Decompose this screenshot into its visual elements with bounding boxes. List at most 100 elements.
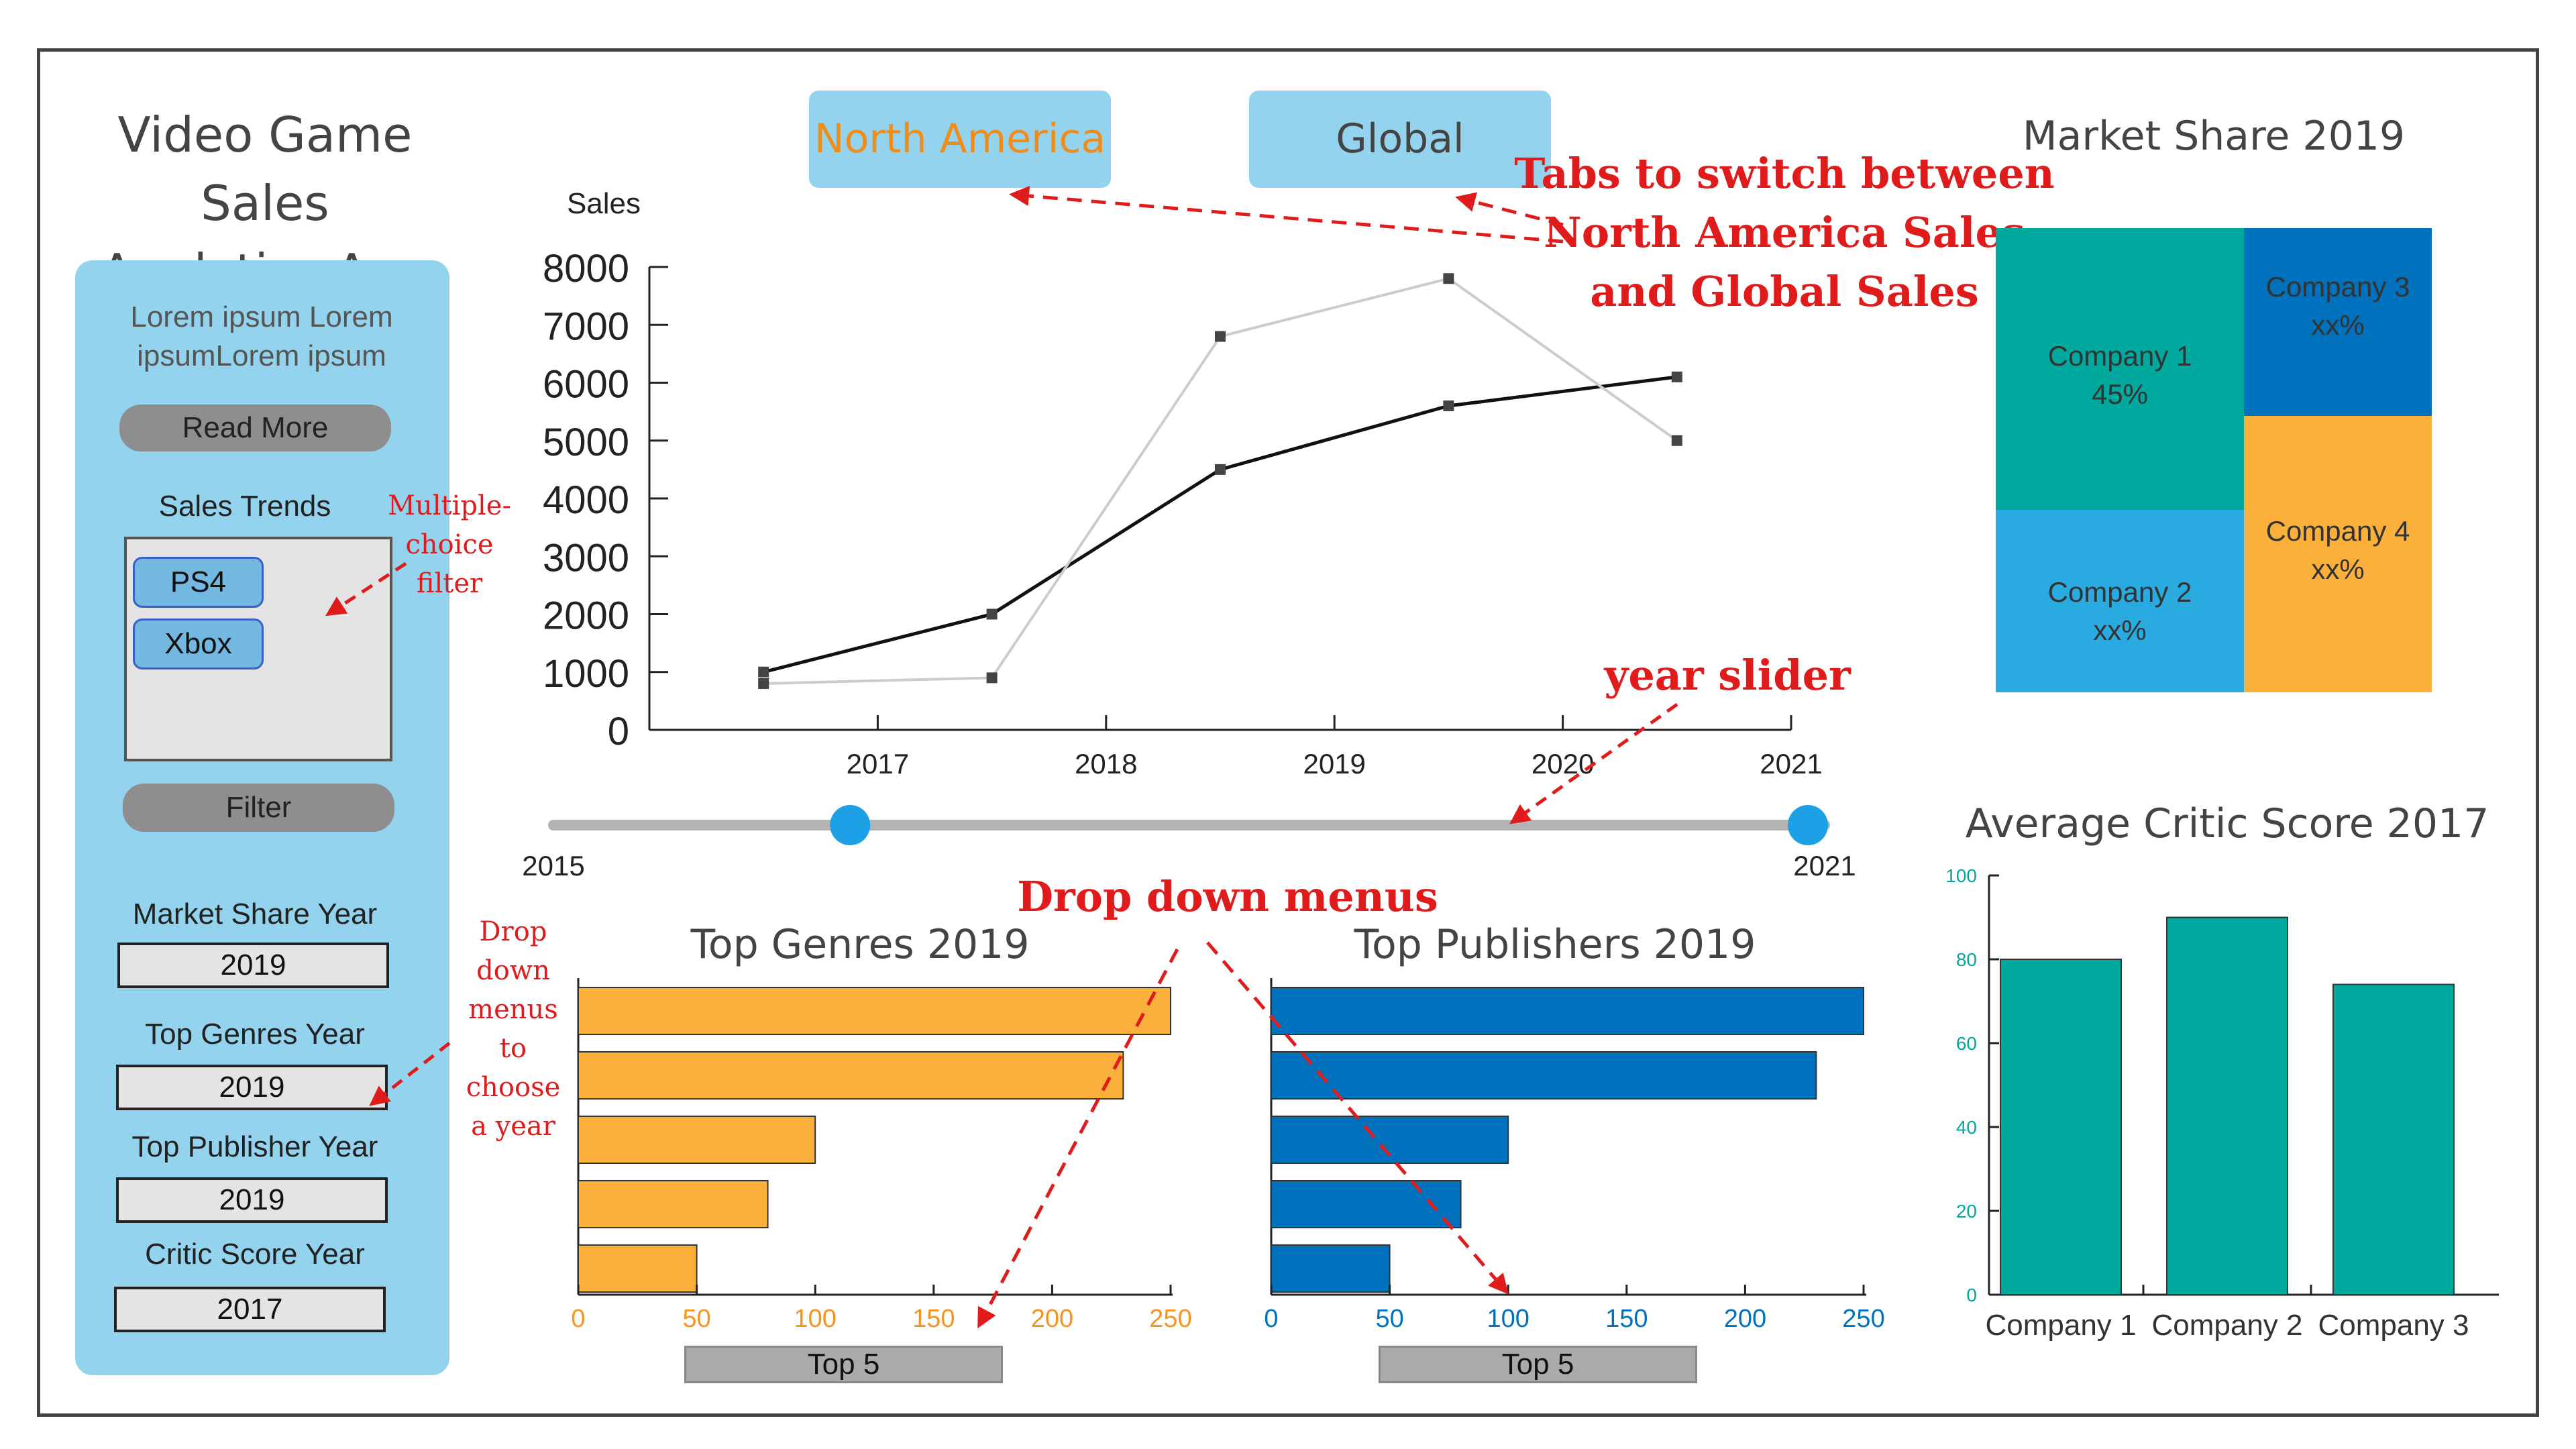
top-publishers-xtick-label: 150 <box>1605 1305 1648 1333</box>
top-genres-xtick-label: 100 <box>794 1305 836 1333</box>
filter-button[interactable]: Filter <box>123 784 394 832</box>
treemap-value-company-1: 45% <box>2092 378 2148 410</box>
annotation-sidebar-dropdowns-line3: menus <box>468 994 558 1025</box>
line-chart-ytick-label: 2000 <box>543 594 629 638</box>
line-chart-point <box>1443 400 1454 411</box>
top-publishers-bar[interactable] <box>1271 1244 1391 1293</box>
line-chart-point <box>1443 273 1454 284</box>
annotation-filter-line1: Multiple- <box>388 490 511 521</box>
critic-score-year-label: Critic Score Year <box>145 1238 365 1271</box>
top-publishers-count-dropdown[interactable]: Top 5 <box>1379 1346 1697 1383</box>
top-publishers-xtick-label: 200 <box>1724 1305 1766 1333</box>
tab-global[interactable]: Global <box>1249 91 1551 188</box>
annotation-arrows <box>325 186 1678 1329</box>
critic-score-ytick-label: 0 <box>1966 1285 1977 1305</box>
critic-score-bar[interactable] <box>2332 983 2455 1295</box>
top-publishers-xtick-label: 0 <box>1264 1305 1278 1333</box>
treemap-label-company-3: Company 3 <box>2266 271 2410 303</box>
line-chart-point <box>1671 435 1682 446</box>
sidebar-intro: Lorem ipsum Lorem ipsumLorem ipsum <box>84 298 439 376</box>
annotation-filter-line3: filter <box>416 568 483 599</box>
top-publishers-xtick-label: 50 <box>1375 1305 1403 1333</box>
line-chart-ytick-label: 7000 <box>543 305 629 348</box>
top-genres-bar[interactable] <box>578 1116 816 1164</box>
annotation-sidebar-dropdowns-line2: down <box>476 955 550 986</box>
annotation-tabs-line1: Tabs to switch between <box>1514 149 2055 198</box>
sales-line-chart: Sales 010002000300040005000600070008000 … <box>543 187 1823 780</box>
top-genres-xtick-label: 250 <box>1149 1305 1191 1333</box>
treemap-value-company-3: xx% <box>2311 309 2364 341</box>
year-slider-min-label: 2015 <box>522 850 584 881</box>
filter-option-xbox[interactable]: Xbox <box>133 619 264 669</box>
top-genres-bar[interactable] <box>578 987 1171 1035</box>
treemap-cell-company-4[interactable] <box>2244 416 2432 692</box>
top-publishers-chart: Top Publishers 2019 0 50 100 150 200 250 <box>1264 921 1884 1333</box>
read-more-button[interactable]: Read More <box>119 405 391 451</box>
year-slider-handle-start[interactable] <box>830 805 871 845</box>
top-genres-count-dropdown[interactable]: Top 5 <box>684 1346 1003 1383</box>
line-chart-point <box>1215 331 1226 342</box>
critic-score-category-label: Company 3 <box>2318 1309 2469 1342</box>
year-slider-max-label: 2021 <box>1793 850 1856 881</box>
treemap-value-company-4: xx% <box>2311 553 2364 585</box>
top-genres-bar[interactable] <box>578 1180 769 1228</box>
arrow-to-sidebar-dropdown <box>369 1042 451 1106</box>
top-genres-xtick-label: 200 <box>1031 1305 1073 1333</box>
arrow-to-publishers-dropdown <box>1206 941 1509 1295</box>
top-publishers-xtick-label: 100 <box>1487 1305 1529 1333</box>
sales-trends-label: Sales Trends <box>158 490 331 523</box>
treemap-cell-company-3[interactable] <box>2244 228 2432 416</box>
annotation-sidebar-dropdowns-line5: choose <box>466 1072 561 1103</box>
line-chart-ytick-label: 3000 <box>543 536 629 580</box>
line-chart-point <box>758 666 769 678</box>
line-chart-ylabel: Sales <box>567 187 641 220</box>
treemap-cell-company-1[interactable] <box>1996 228 2244 510</box>
annotation-sidebar-dropdowns: Drop down menus to choose a year <box>446 912 580 1146</box>
critic-score-ytick-label: 100 <box>1945 865 1977 886</box>
top-publishers-bar[interactable] <box>1271 987 1864 1035</box>
critic-score-chart: Average Critic Score 2017 0 20 40 60 80 100 C… <box>1945 800 2499 1342</box>
top-genres-bar[interactable] <box>578 1244 698 1293</box>
arrow-to-slider <box>1509 702 1678 824</box>
top-publishers-xtick-label: 250 <box>1842 1305 1884 1333</box>
top-genres-title: Top Genres 2019 <box>690 921 1029 968</box>
line-chart-xtick-label: 2020 <box>1532 748 1594 780</box>
tab-north-america[interactable]: North America <box>809 91 1111 188</box>
line-chart-xtick-label: 2019 <box>1303 748 1365 780</box>
top-publishers-bar[interactable] <box>1271 1051 1817 1099</box>
line-chart-point <box>1671 371 1682 382</box>
treemap-cell-company-2[interactable] <box>1996 510 2244 692</box>
top-publishers-bar[interactable] <box>1271 1116 1509 1164</box>
filter-option-ps4[interactable]: PS4 <box>133 557 264 608</box>
line-chart-point <box>986 672 998 684</box>
critic-score-year-dropdown[interactable]: 2017 <box>114 1287 386 1332</box>
annotation-sidebar-dropdowns-line6: a year <box>471 1111 555 1142</box>
top-genres-xtick-label: 0 <box>571 1305 585 1333</box>
year-slider[interactable]: 2015 2021 <box>522 805 1856 881</box>
line-chart-point <box>1215 464 1226 475</box>
annotation-sidebar-dropdowns-line4: to <box>499 1033 527 1064</box>
top-publisher-year-label: Top Publisher Year <box>131 1130 378 1163</box>
treemap-label-company-1: Company 1 <box>2048 340 2192 372</box>
critic-score-ytick-label: 80 <box>1956 949 1977 970</box>
line-chart-ytick-label: 1000 <box>543 652 629 696</box>
line-chart-point <box>986 608 998 620</box>
top-publishers-title: Top Publishers 2019 <box>1354 921 1756 968</box>
arrow-to-filter <box>325 561 407 616</box>
top-genres-bar[interactable] <box>578 1051 1124 1099</box>
app-title-line1: Video Game Sales <box>117 107 413 231</box>
treemap-label-company-4: Company 4 <box>2266 515 2410 547</box>
critic-score-title: Average Critic Score 2017 <box>1966 800 2489 847</box>
top-genres-xtick-label: 150 <box>912 1305 955 1333</box>
top-publisher-year-dropdown[interactable]: 2019 <box>116 1177 388 1223</box>
treemap-label-company-2: Company 2 <box>2048 576 2192 608</box>
critic-score-bar[interactable] <box>2000 959 2122 1295</box>
app-frame <box>37 48 2539 1417</box>
critic-score-bar[interactable] <box>2166 916 2288 1295</box>
market-share-year-dropdown[interactable]: 2019 <box>117 943 389 988</box>
treemap-value-company-2: xx% <box>2093 614 2146 646</box>
annotation-filter-line2: choice <box>405 529 494 560</box>
critic-score-ytick-label: 40 <box>1956 1117 1977 1138</box>
annotation-slider: year slider <box>1604 651 1851 700</box>
year-slider-handle-end[interactable] <box>1788 805 1828 845</box>
